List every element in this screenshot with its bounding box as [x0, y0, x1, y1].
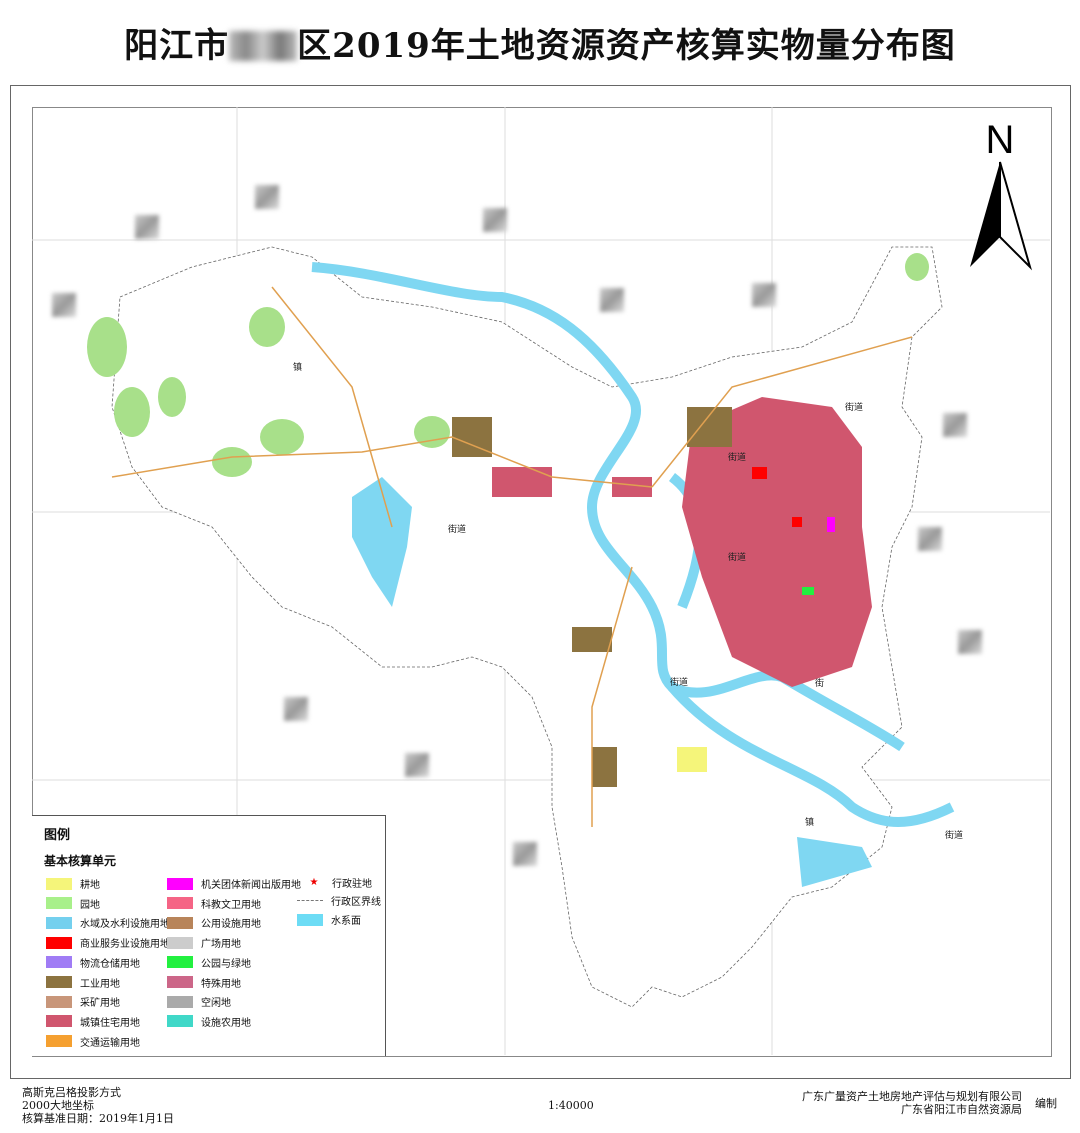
- legend-swatch: [167, 916, 193, 929]
- legend-label: 公园与绿地: [201, 958, 251, 970]
- redacted-label: [513, 842, 537, 866]
- redacted-label: [255, 185, 279, 209]
- map-label: 街道: [670, 678, 689, 688]
- map-outer-frame: [10, 85, 1071, 1079]
- redacted-label: [52, 293, 76, 317]
- redacted-label: [135, 215, 159, 239]
- legend-item: 园地: [46, 896, 100, 911]
- legend-item: 设施农用地: [167, 1014, 251, 1029]
- legend-item: 机关团体新闻出版用地: [167, 876, 301, 891]
- legend-swatch: [46, 956, 72, 969]
- redacted-label: [483, 208, 507, 232]
- legend-item: 物流仓储用地: [46, 955, 140, 970]
- land-use-map[interactable]: N: [32, 107, 1050, 1055]
- redacted-label: [405, 753, 429, 777]
- legend-item: 交通运输用地: [46, 1034, 140, 1049]
- legend-boundary: 行政区界线: [297, 893, 381, 908]
- footer-orgs: 广东广量资产土地房地产评估与规划有限公司 广东省阳江市自然资源局: [802, 1090, 1022, 1116]
- legend-swatch: [46, 1015, 72, 1028]
- legend-label: 城镇住宅用地: [80, 1017, 140, 1029]
- redacted-label: [943, 413, 967, 437]
- legend-swatch: [167, 936, 193, 949]
- map-label: 镇: [293, 363, 303, 373]
- map-inner-frame: [32, 107, 1052, 1057]
- footer-left: 高斯克吕格投影方式 2000大地坐标 核算基准日期：2019年1月1日: [22, 1086, 174, 1125]
- svg-text:N: N: [986, 118, 1015, 162]
- roads: [111, 286, 913, 827]
- redacted-district-name: [229, 31, 298, 61]
- legend-swatch: [167, 877, 193, 890]
- legend-label: 交通运输用地: [80, 1037, 140, 1049]
- legend-item: 工业用地: [46, 975, 120, 990]
- legend-item: 特殊用地: [167, 975, 241, 990]
- map-title: 阳江市 区2019年土地资源资产核算实物量分布图: [124, 26, 956, 66]
- legend-label: 空闲地: [201, 998, 231, 1010]
- legend-item: 采矿用地: [46, 994, 120, 1009]
- redacted-label: [752, 283, 776, 307]
- map-label: 街道: [845, 403, 864, 413]
- legend-water: 水系面: [297, 912, 361, 927]
- water-swatch: [297, 913, 323, 926]
- legend-item: 科教文卫用地: [167, 896, 261, 911]
- legend-swatch: [167, 1015, 193, 1028]
- legend-swatch: [46, 976, 72, 988]
- legend-item: 商业服务业设施用地: [46, 935, 170, 950]
- redacted-label: [600, 288, 624, 312]
- legend-label: 商业服务业设施用地: [80, 939, 170, 951]
- legend-item: 公用设施用地: [167, 915, 261, 930]
- legend-label: 公用设施用地: [201, 919, 261, 931]
- red-star-icon: ★: [309, 877, 319, 888]
- redacted-label: [958, 630, 982, 654]
- north-arrow: N: [970, 118, 1033, 271]
- legend-item: 广场用地: [167, 935, 241, 950]
- legend-swatch: [46, 1035, 72, 1048]
- legend-item: 水域及水利设施用地: [46, 915, 170, 930]
- legend-swatch: [46, 916, 72, 929]
- legend-admin-seat: ★ 行政驻地: [304, 875, 372, 890]
- map-label: 镇: [805, 818, 815, 828]
- legend-swatch: [46, 936, 72, 949]
- legend-label: 广场用地: [201, 939, 241, 951]
- map-label: 街道: [448, 525, 467, 535]
- legend-label: 耕地: [80, 880, 100, 891]
- legend-swatch: [167, 995, 193, 1008]
- map-label: 街: [815, 679, 825, 689]
- legend-item: 耕地: [46, 876, 100, 891]
- legend-label: 园地: [80, 899, 100, 911]
- legend-label: 科教文卫用地: [201, 899, 261, 911]
- legend-swatch: [167, 956, 193, 969]
- map-label: 街道: [728, 553, 747, 563]
- legend-item: 空闲地: [167, 994, 231, 1009]
- legend-label: 工业用地: [80, 978, 120, 990]
- legend-label: 物流仓储用地: [80, 958, 140, 970]
- legend-swatch: [167, 897, 193, 910]
- legend-item: 城镇住宅用地: [46, 1014, 140, 1029]
- map-label: 街道: [945, 831, 964, 841]
- legend-label: 机关团体新闻出版用地: [201, 880, 301, 891]
- redacted-label: [918, 527, 942, 551]
- legend-label: 水域及水利设施用地: [80, 919, 170, 931]
- legend-swatch: [167, 976, 193, 988]
- legend-label: 特殊用地: [201, 978, 241, 990]
- redacted-label: [284, 697, 308, 721]
- compiled-by: 编制: [1035, 1097, 1057, 1110]
- legend-item: 公园与绿地: [167, 955, 251, 970]
- reservoir: [352, 477, 872, 887]
- map-label: 街道: [728, 453, 747, 463]
- dashed-line-icon: [297, 900, 323, 901]
- orchard-patches: [87, 253, 929, 477]
- legend-label: 设施农用地: [201, 1017, 251, 1029]
- legend-swatch: [46, 995, 72, 1008]
- map-legend: 图例 基本核算单元 耕地 园地 水域及水利设施用地 商业服务业设施用地 物流仓储用地 工业…: [32, 815, 386, 1056]
- map-scale: 1:40000: [548, 1099, 594, 1112]
- legend-swatch: [46, 897, 72, 910]
- legend-label: 采矿用地: [80, 998, 120, 1010]
- legend-swatch: [46, 877, 72, 890]
